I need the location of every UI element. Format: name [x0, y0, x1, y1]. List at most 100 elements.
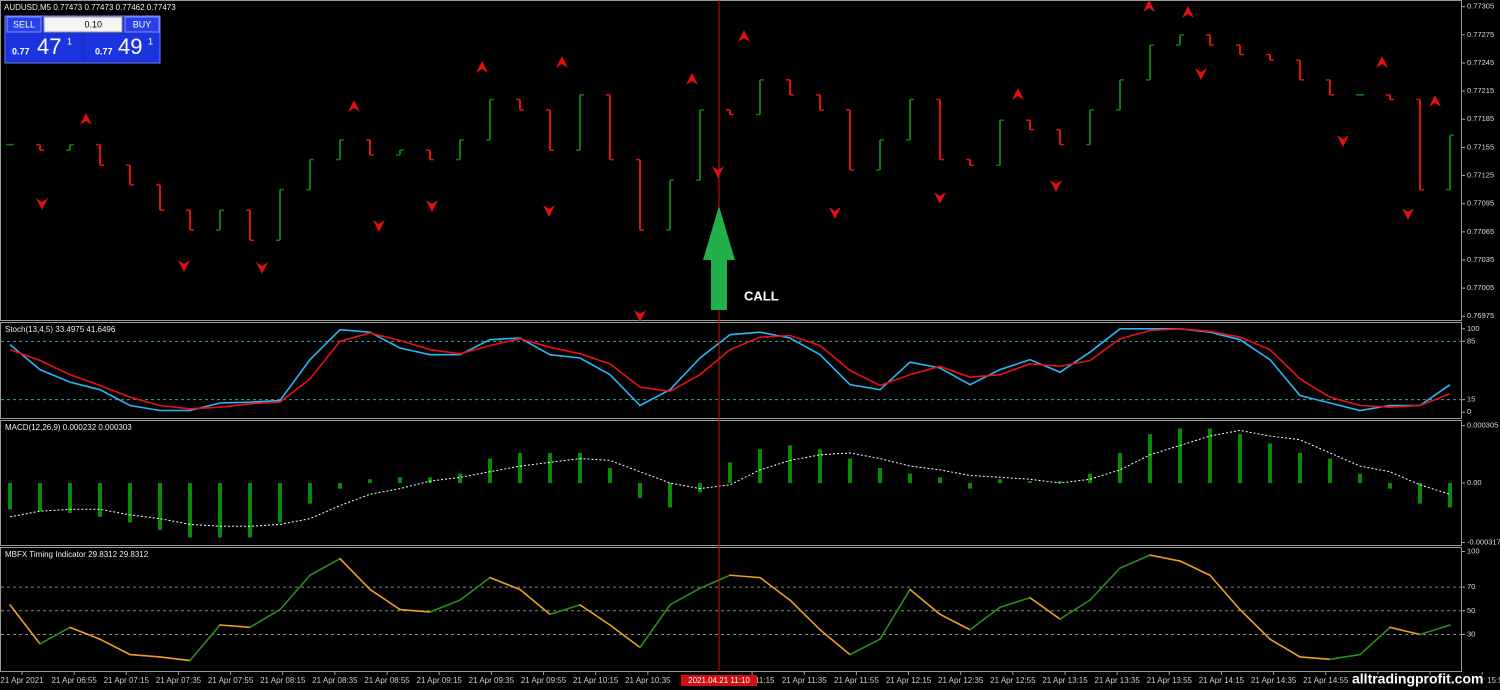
- indicator-segment: [1059, 599, 1091, 620]
- indicator-segment: [999, 596, 1031, 609]
- histogram-bar: [938, 477, 942, 483]
- histogram-bar: [1328, 458, 1332, 483]
- frame: [0, 0, 1462, 321]
- arrow-up: [1182, 6, 1194, 18]
- arrow-down: [36, 198, 48, 210]
- arrow-down: [1050, 180, 1062, 192]
- histogram-bar: [158, 483, 162, 530]
- bid-sup: 1: [67, 36, 72, 46]
- indicator-segment: [759, 576, 791, 601]
- panel-title: Stoch(13,4,5) 33.4975 41.6496: [5, 325, 116, 334]
- arrow-up: [686, 73, 698, 85]
- histogram-bar: [1208, 428, 1212, 483]
- histogram-bar: [8, 483, 12, 510]
- indicator-segment: [1269, 638, 1301, 658]
- time-label: 21 Apr 2021: [0, 676, 44, 685]
- indicator-segment: [1359, 626, 1391, 656]
- indicator-segment: [729, 574, 761, 579]
- histogram-bar: [1268, 443, 1272, 483]
- indicator-segment: [1299, 656, 1331, 661]
- y-tick-label: 85: [1467, 336, 1475, 345]
- y-tick-label: 0.77245: [1467, 58, 1494, 67]
- arrow-down: [634, 310, 646, 322]
- histogram-bar: [698, 483, 702, 493]
- bid-box[interactable]: [7, 34, 81, 61]
- indicator-segment: [1239, 608, 1271, 641]
- buy-button[interactable]: [124, 16, 160, 33]
- histogram-bar: [1178, 428, 1182, 483]
- fractal-arrows: [36, 0, 1441, 322]
- histogram-bar: [758, 449, 762, 483]
- indicator-segment: [129, 653, 161, 658]
- signal-line: [9, 429, 1451, 527]
- buy-label: BUY: [133, 19, 152, 29]
- time-label: 21 Apr 09:15: [417, 676, 463, 685]
- call-arrow: [703, 206, 735, 310]
- indicator-segment: [249, 608, 281, 629]
- frame: [0, 322, 1462, 419]
- indicator-segment: [669, 587, 701, 606]
- histogram-bar: [908, 473, 912, 483]
- y-tick-label: 0.000305: [1467, 421, 1498, 430]
- histogram-bar: [218, 483, 222, 538]
- arrow-down: [373, 220, 385, 232]
- arrow-down: [256, 262, 268, 274]
- histogram-bar: [398, 477, 402, 483]
- ask-box[interactable]: [85, 34, 159, 61]
- lot-input[interactable]: [43, 16, 123, 33]
- arrow-down: [543, 205, 555, 217]
- time-label: 21 Apr 13:15: [1042, 676, 1088, 685]
- histogram-bar: [98, 483, 102, 517]
- y-tick-label: 0.77275: [1467, 30, 1494, 39]
- arrow-down: [426, 200, 438, 212]
- time-label: 21 Apr 14:35: [1251, 676, 1297, 685]
- arrow-up: [556, 56, 568, 68]
- watermark: alltradingprofit.com: [1352, 671, 1483, 687]
- histogram-bar: [608, 467, 612, 483]
- bid-prefix: 0.77: [12, 46, 30, 56]
- arrow-down: [178, 260, 190, 272]
- y-tick-label: 15: [1467, 395, 1475, 404]
- histogram-bar: [818, 449, 822, 483]
- y-tick-label: 0.77005: [1467, 283, 1494, 292]
- time-label: 21 Apr 15:35: [1407, 676, 1453, 685]
- arrow-up: [738, 30, 750, 42]
- cursor-time: 2021.04.21 11:10: [688, 676, 750, 685]
- histogram-bar: [968, 483, 972, 489]
- histogram-bar: [338, 483, 342, 489]
- indicator-segment: [969, 606, 1001, 631]
- histogram-bar: [1448, 483, 1452, 508]
- indicator-segment: [159, 656, 191, 662]
- y-tick-label: 0.77095: [1467, 199, 1494, 208]
- histogram-bar: [188, 483, 192, 538]
- panel-frames: [0, 0, 1462, 672]
- indicator-segment: [1149, 554, 1181, 562]
- sell-button[interactable]: [6, 16, 42, 33]
- histogram-bar: [248, 483, 252, 538]
- indicator-segment: [519, 588, 551, 616]
- time-label: 21 Apr 07:15: [104, 676, 150, 685]
- ask-big: 49: [118, 34, 142, 59]
- histogram-bar: [668, 483, 672, 508]
- indicator-segment: [309, 557, 341, 577]
- time-label: 21 Apr 09:35: [469, 676, 515, 685]
- indicator-segment: [429, 599, 461, 613]
- time-label: 21 Apr 15:5: [1462, 676, 1500, 685]
- arrow-up: [1376, 56, 1388, 68]
- time-label: 21 Apr 10:35: [625, 676, 671, 685]
- histogram-bar: [728, 462, 732, 483]
- time-label: 21 Apr 11:55: [834, 676, 879, 685]
- indicator-segment: [1119, 554, 1151, 569]
- indicator-segment: [219, 624, 251, 629]
- indicator-segment: [1179, 560, 1211, 577]
- indicator-segment: [369, 588, 401, 611]
- indicator-segment: [819, 628, 851, 656]
- y-tick-label: 0.77155: [1467, 142, 1494, 151]
- call-label: CALL: [744, 288, 779, 303]
- panel-title: MACD(12,26,9) 0.000232 0.000303: [5, 423, 132, 432]
- histogram-bar: [1358, 473, 1362, 483]
- frame: [0, 547, 1462, 672]
- histogram-bar: [848, 458, 852, 483]
- y-tick-label: 0.77215: [1467, 86, 1494, 95]
